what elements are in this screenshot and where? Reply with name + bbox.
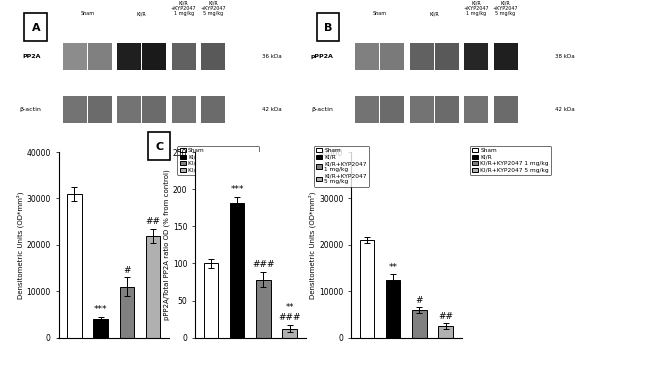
Y-axis label: Densitometric Units (OD*mm²): Densitometric Units (OD*mm²): [309, 191, 316, 299]
Bar: [435, 96, 459, 122]
Text: **: **: [389, 263, 398, 272]
Bar: [435, 43, 459, 70]
Bar: [24, 13, 47, 41]
Text: Sham: Sham: [80, 11, 94, 16]
Bar: [88, 43, 112, 70]
Bar: [142, 43, 166, 70]
Bar: [117, 96, 141, 122]
Bar: [380, 96, 404, 122]
Bar: [317, 13, 339, 41]
Bar: [380, 43, 404, 70]
Bar: [439, 326, 453, 338]
Bar: [464, 96, 488, 122]
Bar: [146, 236, 161, 338]
Text: β-actin: β-actin: [20, 106, 41, 112]
Bar: [359, 240, 374, 338]
Bar: [201, 96, 225, 122]
Text: PP2A: PP2A: [23, 54, 41, 59]
Bar: [88, 96, 112, 122]
Bar: [117, 43, 141, 70]
Bar: [283, 329, 297, 338]
Bar: [94, 319, 108, 338]
Y-axis label: Densitometric Units (OD*mm²): Densitometric Units (OD*mm²): [16, 191, 23, 299]
Text: A: A: [31, 23, 40, 33]
Text: 42 kDa: 42 kDa: [262, 106, 282, 112]
Text: 38 kDa: 38 kDa: [554, 54, 575, 59]
Text: ###: ###: [278, 313, 301, 322]
Text: KI/R: KI/R: [137, 11, 147, 16]
Text: Sham: Sham: [372, 11, 387, 16]
Bar: [493, 96, 517, 122]
Bar: [410, 96, 434, 122]
Bar: [355, 96, 379, 122]
Bar: [203, 263, 218, 338]
Text: ***: ***: [94, 305, 107, 314]
Text: KI/R
+KYP2047
5 mg/kg: KI/R +KYP2047 5 mg/kg: [200, 0, 226, 16]
Bar: [62, 43, 86, 70]
Bar: [120, 286, 134, 338]
Legend: Sham, KI/R, KI/R+KYP2047 1 mg/kg, KI/R+KYP2047 5 mg/kg: Sham, KI/R, KI/R+KYP2047 1 mg/kg, KI/R+K…: [470, 146, 551, 175]
Bar: [172, 43, 196, 70]
Text: pPP2A: pPP2A: [311, 54, 333, 59]
Text: ###: ###: [252, 260, 275, 269]
Bar: [62, 96, 86, 122]
Text: ##: ##: [438, 312, 453, 321]
Bar: [412, 310, 426, 338]
Text: KI/R
+KYP2047
1 mg/kg: KI/R +KYP2047 1 mg/kg: [171, 0, 196, 16]
Legend: Sham, KI/R, KI/R+KYP2047
1 mg/kg, KI/R+KYP2047
5 mg/kg: Sham, KI/R, KI/R+KYP2047 1 mg/kg, KI/R+K…: [314, 146, 369, 187]
Bar: [148, 131, 170, 160]
Text: #: #: [123, 266, 131, 275]
Text: 36 kDa: 36 kDa: [262, 54, 282, 59]
Text: #: #: [415, 296, 423, 305]
Bar: [464, 43, 488, 70]
Bar: [201, 43, 225, 70]
Bar: [386, 280, 400, 338]
Bar: [256, 280, 270, 338]
Text: 42 kDa: 42 kDa: [554, 106, 575, 112]
Bar: [142, 96, 166, 122]
Text: KI/R: KI/R: [430, 11, 439, 16]
Bar: [67, 194, 81, 338]
Bar: [355, 43, 379, 70]
Bar: [493, 43, 517, 70]
Text: B: B: [324, 23, 332, 33]
Bar: [410, 43, 434, 70]
Text: ***: ***: [230, 185, 244, 194]
Bar: [230, 203, 244, 338]
Bar: [172, 96, 196, 122]
Text: KI/R
+KYP2047
1 mg/kg: KI/R +KYP2047 1 mg/kg: [463, 0, 489, 16]
Text: β-actin: β-actin: [312, 106, 333, 112]
Text: KI/R
+KYP2047
5 mg/kg: KI/R +KYP2047 5 mg/kg: [493, 0, 518, 16]
Text: **: **: [285, 303, 294, 312]
Legend: Sham, KI/R, KI/R+KYP2047 1 mg/kg, KI/R+KYP2047 5 mg/kg: Sham, KI/R, KI/R+KYP2047 1 mg/kg, KI/R+K…: [177, 146, 259, 175]
Text: ##: ##: [146, 217, 161, 226]
Text: C: C: [155, 142, 163, 151]
Y-axis label: pPP2A/Total PP2A ratio OD (% from control): pPP2A/Total PP2A ratio OD (% from contro…: [164, 170, 170, 320]
